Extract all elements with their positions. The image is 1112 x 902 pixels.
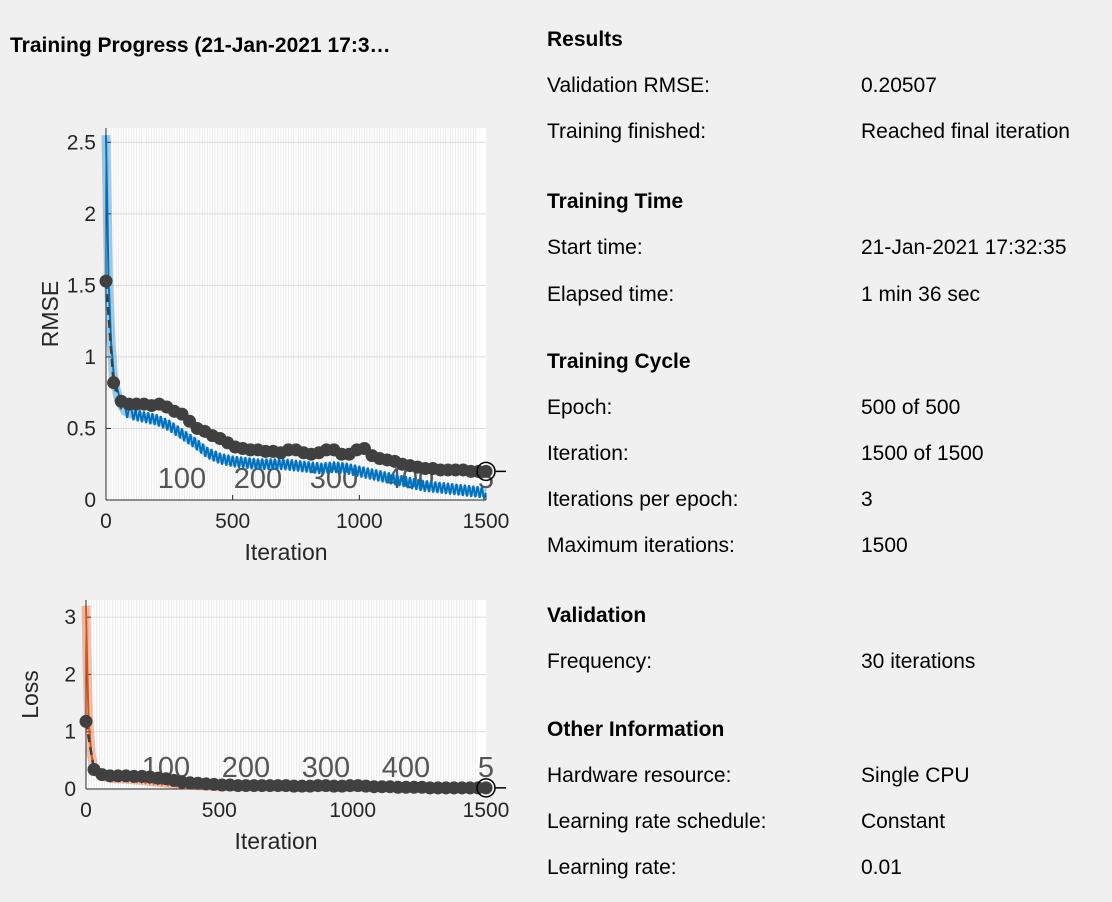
epoch-label: Epoch: (547, 396, 613, 419)
frequency-value: 30 iterations (861, 650, 976, 673)
rmse-y-axis-label: RMSE (37, 281, 63, 347)
validation-rmse-label: Validation RMSE: (547, 74, 711, 97)
loss-x-tick-label: 0 (80, 799, 92, 822)
loss-x-tick-label: 500 (202, 799, 237, 822)
learning-rate-label: Learning rate: (547, 856, 677, 879)
training-finished-label: Training finished: (547, 120, 707, 143)
hardware-resource-value: Single CPU (861, 764, 970, 787)
loss-y-axis-label: Loss (17, 670, 43, 719)
maximum-iterations-label: Maximum iterations: (547, 534, 735, 557)
loss-x-tick-label: 1500 (463, 799, 510, 822)
learning-rate-schedule-value: Constant (861, 810, 946, 833)
loss-epoch-label: 5 (478, 752, 494, 784)
training-finished-value: Reached final iteration (861, 120, 1070, 143)
iterations-per-epoch-value: 3 (861, 488, 873, 511)
window-title: Training Progress (21-Jan-2021 17:3… (10, 34, 391, 57)
loss-y-tick-label: 1 (64, 721, 76, 744)
loss-x-axis-label: Iteration (234, 828, 317, 854)
elapsed-time-value: 1 min 36 sec (861, 283, 981, 306)
rmse-y-tick-label: 2.5 (67, 131, 96, 154)
start-time-label: Start time: (547, 236, 643, 259)
frequency-label: Frequency: (547, 650, 653, 673)
training-cycle-heading: Training Cycle (547, 350, 691, 373)
results-heading: Results (547, 28, 623, 51)
loss-epoch-label: 400 (382, 752, 430, 784)
rmse-y-tick-label: 1 (84, 346, 96, 369)
epoch-value: 500 of 500 (861, 396, 961, 419)
rmse-chart: 0 0.5 1 1.5 2 2.5 0 500 1000 1500 Iteration RMSE 100… (37, 128, 510, 565)
loss-validation-point (79, 714, 93, 728)
rmse-validation-point (479, 464, 493, 478)
rmse-validation-point (107, 376, 121, 390)
rmse-x-tick-label: 1000 (336, 510, 383, 533)
rmse-epoch-label: 100 (158, 463, 206, 495)
rmse-validation-point (99, 274, 113, 288)
iterations-per-epoch-label: Iterations per epoch: (547, 488, 739, 511)
iteration-value: 1500 of 1500 (861, 442, 984, 465)
rmse-x-tick-label: 500 (215, 510, 250, 533)
training-time-heading: Training Time (547, 190, 684, 213)
validation-rmse-value: 0.20507 (861, 74, 937, 97)
loss-x-tick-label: 1000 (329, 799, 376, 822)
rmse-y-tick-label: 0.5 (67, 417, 96, 440)
learning-rate-schedule-label: Learning rate schedule: (547, 810, 767, 833)
start-time-value: 21-Jan-2021 17:32:35 (861, 236, 1067, 259)
rmse-y-tick-label: 2 (84, 203, 96, 226)
elapsed-time-label: Elapsed time: (547, 283, 675, 306)
maximum-iterations-value: 1500 (861, 534, 908, 557)
loss-validation-point (479, 781, 493, 795)
loss-y-tick-label: 3 (64, 606, 76, 629)
validation-heading: Validation (547, 604, 647, 627)
rmse-epoch-label: 200 (234, 463, 282, 495)
rmse-y-tick-label: 1.5 (67, 274, 96, 297)
learning-rate-value: 0.01 (861, 856, 902, 879)
rmse-x-tick-label: 0 (100, 510, 112, 533)
loss-epoch-label: 300 (302, 752, 350, 784)
iteration-label: Iteration: (547, 442, 629, 465)
rmse-x-axis-label: Iteration (244, 539, 327, 565)
loss-y-tick-label: 0 (64, 778, 76, 801)
other-information-heading: Other Information (547, 718, 725, 741)
hardware-resource-label: Hardware resource: (547, 764, 732, 787)
loss-y-tick-label: 2 (64, 663, 76, 686)
rmse-y-tick-label: 0 (84, 489, 96, 512)
rmse-training-line (105, 135, 487, 503)
rmse-x-tick-label: 1500 (463, 510, 510, 533)
